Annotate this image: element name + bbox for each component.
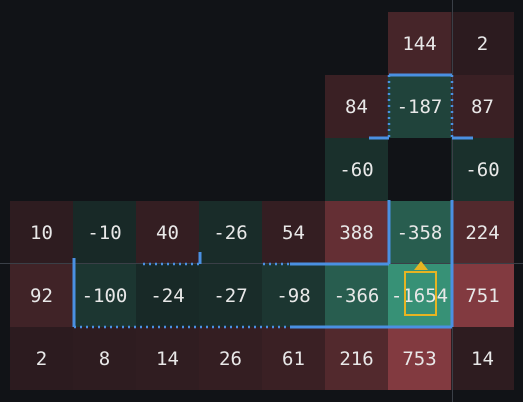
grid-cell[interactable]: 224 — [451, 201, 514, 264]
grid-cell[interactable]: 26 — [199, 327, 262, 390]
grid-cell[interactable]: 10 — [10, 201, 73, 264]
grid-cell[interactable]: 751 — [451, 264, 514, 327]
grid-cell[interactable]: -27 — [199, 264, 262, 327]
grid-cell[interactable]: 144 — [388, 12, 451, 75]
grid-cell[interactable]: -100 — [73, 264, 136, 327]
crosshair-horizontal — [0, 263, 523, 264]
grid-cell[interactable]: 14 — [136, 327, 199, 390]
crosshair-vertical — [452, 0, 453, 402]
grid-cell[interactable]: 92 — [10, 264, 73, 327]
grid-cell[interactable]: 84 — [325, 75, 388, 138]
cursor-arrow-icon — [414, 261, 428, 270]
grid-cell[interactable]: 216 — [325, 327, 388, 390]
grid-cell[interactable]: -358 — [388, 201, 451, 264]
grid-cell[interactable]: 388 — [325, 201, 388, 264]
grid-cell[interactable]: 61 — [262, 327, 325, 390]
grid-cell[interactable]: 40 — [136, 201, 199, 264]
grid-cell[interactable]: 8 — [73, 327, 136, 390]
grid-cell[interactable]: 54 — [262, 201, 325, 264]
grid-cell[interactable]: 2 — [451, 12, 514, 75]
grid-cell[interactable]: 753 — [388, 327, 451, 390]
grid-cell[interactable]: 87 — [451, 75, 514, 138]
grid-cell[interactable]: -60 — [325, 138, 388, 201]
selection-cursor — [404, 271, 437, 316]
grid-cell[interactable]: 2 — [10, 327, 73, 390]
grid-cell[interactable]: 14 — [451, 327, 514, 390]
grid-cell[interactable]: -26 — [199, 201, 262, 264]
grid-cell[interactable]: -187 — [388, 75, 451, 138]
grid-cell[interactable]: -10 — [73, 201, 136, 264]
grid-cell[interactable]: -60 — [451, 138, 514, 201]
grid-cell[interactable]: -366 — [325, 264, 388, 327]
grid-cell[interactable]: -24 — [136, 264, 199, 327]
grid-cell[interactable]: -98 — [262, 264, 325, 327]
